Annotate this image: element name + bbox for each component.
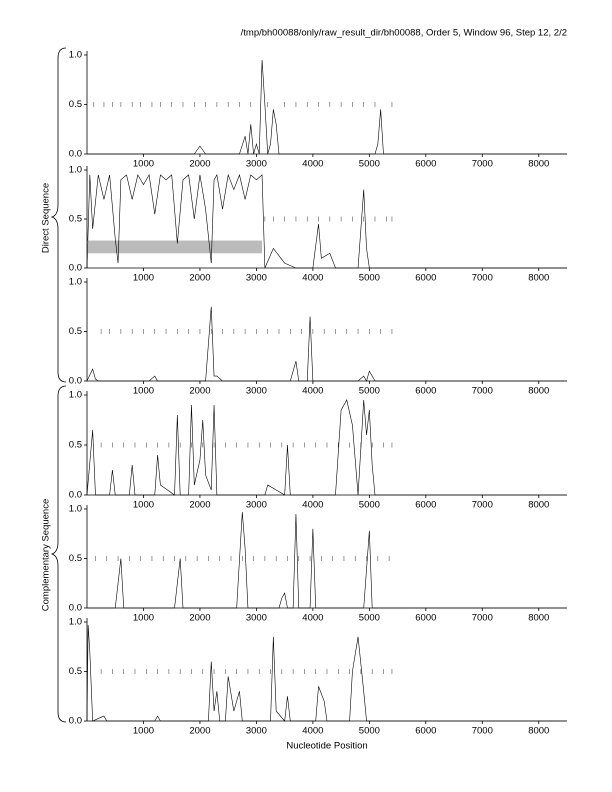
signal-line: [86, 399, 567, 496]
x-tick-label: 3000: [246, 613, 267, 624]
x-tick-label: 2000: [189, 386, 210, 397]
x-tick-label: 6000: [415, 386, 436, 397]
x-tick-label: 4000: [302, 726, 323, 737]
x-tick-label: 5000: [359, 273, 380, 284]
x-tick-label: 2000: [189, 500, 210, 511]
x-tick-label: 7000: [472, 726, 493, 737]
brace: [50, 385, 67, 723]
x-tick-label: 1000: [133, 159, 154, 170]
x-tick-label: 7000: [472, 386, 493, 397]
x-tick-label: 7000: [472, 500, 493, 511]
x-tick-label: 1000: [133, 726, 154, 737]
y-tick-label: 1.0: [69, 50, 82, 61]
y-tick-label: 1.0: [69, 277, 82, 288]
x-tick-label: 1000: [133, 613, 154, 624]
y-tick-label: 1.0: [69, 504, 82, 515]
x-tick-label: 8000: [528, 159, 549, 170]
signal-line: [86, 624, 567, 722]
y-tick-label: 0.0: [69, 490, 82, 501]
x-tick-label: 7000: [472, 159, 493, 170]
y-tick-label: 0.5: [69, 440, 82, 451]
x-tick-label: 4000: [302, 159, 323, 170]
x-tick-label: 5000: [359, 613, 380, 624]
x-tick-label: 2000: [189, 726, 210, 737]
x-tick-label: 3000: [246, 386, 267, 397]
x-tick-label: 2000: [189, 159, 210, 170]
x-tick-label: 4000: [302, 613, 323, 624]
signal-line: [87, 511, 567, 609]
group-label: Direct Sequence: [41, 183, 52, 253]
brace: [50, 47, 67, 383]
x-tick-label: 7000: [472, 273, 493, 284]
x-tick-label: 1000: [133, 500, 154, 511]
y-tick-label: 1.0: [69, 165, 82, 176]
x-tick-label: 5000: [359, 159, 380, 170]
y-tick-label: 0.5: [69, 214, 82, 225]
y-tick-label: 0.5: [69, 99, 82, 110]
signal-line: [86, 173, 567, 269]
x-tick-label: 8000: [528, 273, 549, 284]
x-tick-label: 6000: [415, 159, 436, 170]
y-tick-label: 0.0: [69, 263, 82, 274]
y-tick-label: 0.5: [69, 666, 82, 677]
x-tick-label: 3000: [246, 726, 267, 737]
x-tick-label: 4000: [302, 386, 323, 397]
highlight-band: [87, 240, 263, 254]
x-tick-label: 1000: [133, 273, 154, 284]
x-tick-label: 3000: [246, 273, 267, 284]
x-tick-label: 2000: [189, 613, 210, 624]
x-tick-label: 6000: [415, 500, 436, 511]
x-tick-label: 1000: [133, 386, 154, 397]
x-tick-label: 6000: [415, 273, 436, 284]
signal-line: [87, 59, 567, 155]
x-axis-label: Nucleotide Position: [286, 741, 367, 752]
title: /tmp/bh00088/only/raw_result_dir/bh00088…: [241, 28, 567, 39]
group-label: Complementary Sequence: [41, 499, 52, 611]
y-tick-label: 0.5: [69, 326, 82, 337]
x-tick-label: 8000: [528, 386, 549, 397]
y-tick-label: 0.5: [69, 553, 82, 564]
y-tick-label: 1.0: [69, 390, 82, 401]
y-tick-label: 0.0: [69, 149, 82, 160]
y-tick-label: 0.0: [69, 376, 82, 387]
x-tick-label: 8000: [528, 500, 549, 511]
x-tick-label: 4000: [302, 500, 323, 511]
y-tick-label: 0.0: [69, 716, 82, 727]
x-tick-label: 4000: [302, 273, 323, 284]
y-tick-label: 1.0: [69, 617, 82, 628]
x-tick-label: 8000: [528, 726, 549, 737]
x-tick-label: 6000: [415, 613, 436, 624]
x-tick-label: 5000: [359, 726, 380, 737]
y-tick-label: 0.0: [69, 603, 82, 614]
x-tick-label: 5000: [359, 500, 380, 511]
signal-line: [86, 306, 567, 382]
x-tick-label: 3000: [246, 500, 267, 511]
x-tick-label: 8000: [528, 613, 549, 624]
x-tick-label: 5000: [359, 386, 380, 397]
x-tick-label: 2000: [189, 273, 210, 284]
x-tick-label: 6000: [415, 726, 436, 737]
x-tick-label: 3000: [246, 159, 267, 170]
x-tick-label: 7000: [472, 613, 493, 624]
